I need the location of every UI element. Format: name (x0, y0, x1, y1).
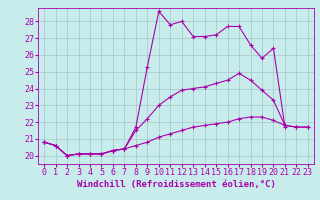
X-axis label: Windchill (Refroidissement éolien,°C): Windchill (Refroidissement éolien,°C) (76, 180, 276, 189)
